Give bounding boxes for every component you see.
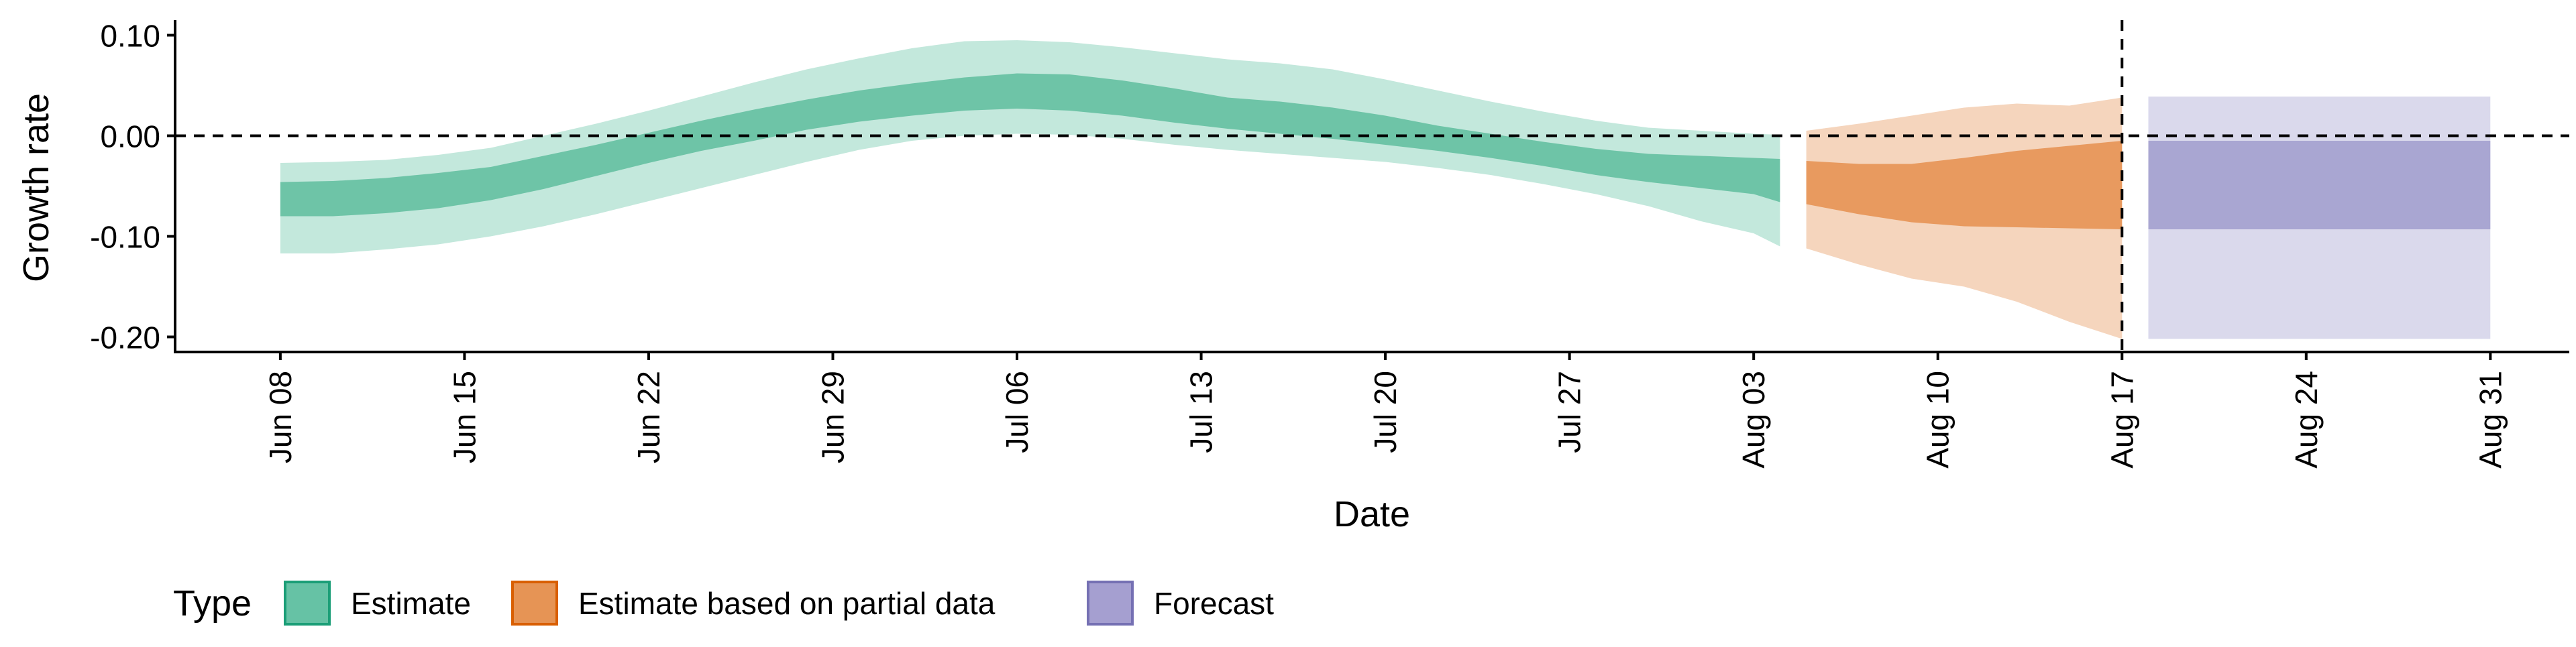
bands-layer (280, 40, 2491, 339)
inner-band-forecast (2148, 141, 2491, 229)
x-tick-label: Jul 20 (1368, 371, 1403, 453)
x-ticks: Jun 08 Jun 15 Jun 22 Jun 29 Jul 06 Jul 13 Jul … (263, 352, 2508, 469)
legend-label-1: Estimate (351, 586, 471, 621)
y-tick-label: 0.10 (100, 19, 160, 54)
y-axis-title: Growth rate (16, 93, 56, 282)
x-tick-label: Aug 03 (1736, 371, 1771, 469)
legend-key-1 (284, 581, 331, 626)
outer-band-estimate (280, 40, 1780, 253)
legend-key-2 (511, 581, 558, 626)
reference-lines (175, 20, 2569, 352)
legend: Type Estimate Estimate based on partial d… (173, 581, 1274, 626)
x-tick-label: Jun 15 (447, 371, 482, 463)
x-tick-label: Jul 13 (1184, 371, 1219, 453)
x-tick-label: Jul 06 (1000, 371, 1034, 453)
x-tick-label: Aug 31 (2473, 371, 2508, 469)
x-tick-label: Jul 27 (1552, 371, 1587, 453)
y-tick-label: 0.00 (100, 119, 160, 154)
x-tick-label: Aug 17 (2104, 371, 2139, 469)
inner-band-estimate-based-on-partial-data (1806, 141, 2123, 229)
x-tick-label: Aug 24 (2289, 371, 2324, 469)
legend-label-3: Forecast (1154, 586, 1274, 621)
x-tick-label: Aug 10 (1921, 371, 1955, 469)
legend-key-3 (1087, 581, 1134, 626)
y-ticks: 0.10 0.00 -0.10 -0.20 (90, 19, 175, 355)
y-tick-label: -0.20 (90, 320, 160, 355)
x-tick-label: Jun 29 (815, 371, 850, 463)
inner-band-estimate (280, 73, 1780, 217)
axes (174, 20, 2569, 353)
x-tick-label: Jun 22 (631, 371, 666, 463)
x-tick-label: Jun 08 (263, 371, 298, 463)
x-axis-title: Date (1334, 494, 1410, 534)
legend-title: Type (173, 583, 252, 624)
legend-label-2: Estimate based on partial data (578, 586, 996, 621)
y-tick-label: -0.10 (90, 220, 160, 255)
